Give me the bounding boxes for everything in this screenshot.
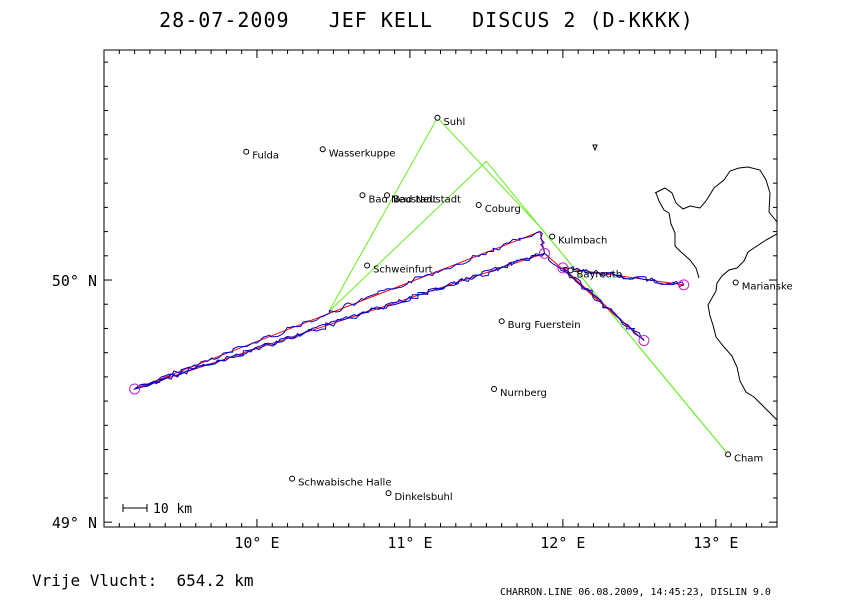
town-marker [359, 192, 366, 199]
town-marker [434, 114, 441, 121]
town-label: Fulda [252, 151, 279, 162]
town-label: Suhl [443, 117, 465, 128]
town-marker [725, 451, 732, 458]
town-marker [475, 201, 482, 208]
town-label: Kulmbach [558, 235, 607, 246]
map-ticks: 10° E 11° E 12° E 13° E 50° N 49° N [52, 50, 778, 552]
footer-info: CHARRON.LINE 06.08.2009, 14:45:23, DISLI… [500, 587, 771, 598]
task-leg [485, 161, 541, 228]
task-leg [328, 117, 438, 312]
turnpoint-marker [557, 262, 569, 274]
turnpoint-markers [129, 247, 690, 395]
town-marker [243, 148, 250, 155]
country-border-small [655, 192, 700, 279]
flight-date: 28-07-2009 [159, 8, 290, 32]
lon-tick-label: 13° E [693, 534, 738, 552]
town-label: Bad Neustadt [393, 194, 461, 205]
lon-tick-label: 10° E [234, 534, 279, 552]
lon-tick-label: 12° E [540, 534, 585, 552]
town-marker [732, 279, 739, 286]
task-leg [328, 161, 487, 312]
turnpoint-marker [678, 279, 690, 291]
lat-tick-label: 49° N [52, 514, 97, 532]
flight-title: 28-07-2009 JEF KELL DISCUS 2 (D-KKKK) [0, 8, 853, 32]
distance-value: 654.2 km [176, 571, 254, 590]
turnpoint-marker [638, 335, 650, 347]
town-label: Marianske [742, 281, 793, 292]
lon-tick-label: 11° E [387, 534, 432, 552]
town-label: Bad Neustadt [368, 194, 436, 205]
town-marker [549, 233, 556, 240]
town-marker [491, 385, 498, 392]
town-label: Nurnberg [500, 388, 547, 399]
town-marker [385, 490, 392, 497]
town-marker [383, 192, 390, 199]
town-label: Cham [734, 453, 763, 464]
optimized-leg [544, 253, 684, 341]
task-leg [437, 117, 541, 228]
turnpoint-marker [129, 383, 141, 395]
town-label: Burg Fuerstein [508, 320, 581, 331]
flight-track [132, 231, 685, 390]
town-marker [289, 475, 296, 482]
town-marker [364, 262, 371, 269]
town-marker [319, 146, 326, 153]
town-label: Schweinfurt [373, 264, 433, 275]
town-label: Schwabische Halle [298, 478, 391, 489]
town-marker [498, 318, 505, 325]
country-border [654, 166, 778, 421]
glider-name: DISCUS 2 (D-KKKK) [472, 8, 694, 32]
town-label: Coburg [485, 204, 521, 215]
task-leg [539, 226, 729, 455]
scale-bar: 10 km [122, 502, 192, 517]
optimized-leg [134, 230, 546, 390]
town-marker [567, 267, 574, 274]
turnpoint-marker [539, 247, 551, 259]
optimized-route [134, 230, 684, 390]
arrow-marker [592, 144, 598, 152]
lat-tick-label: 50° N [52, 272, 97, 290]
town-label: Bayreuth [577, 269, 623, 280]
scale-label: 10 km [153, 502, 192, 517]
distance-label: Vrije Vlucht: [32, 571, 158, 590]
task-lines [328, 117, 729, 455]
distance-readout: Vrije Vlucht: 654.2 km [32, 571, 254, 590]
town-label: Dinkelsbuhl [394, 492, 452, 503]
pilot-name: JEF KELL [328, 8, 434, 32]
town-label: Wasserkuppe [329, 148, 396, 159]
